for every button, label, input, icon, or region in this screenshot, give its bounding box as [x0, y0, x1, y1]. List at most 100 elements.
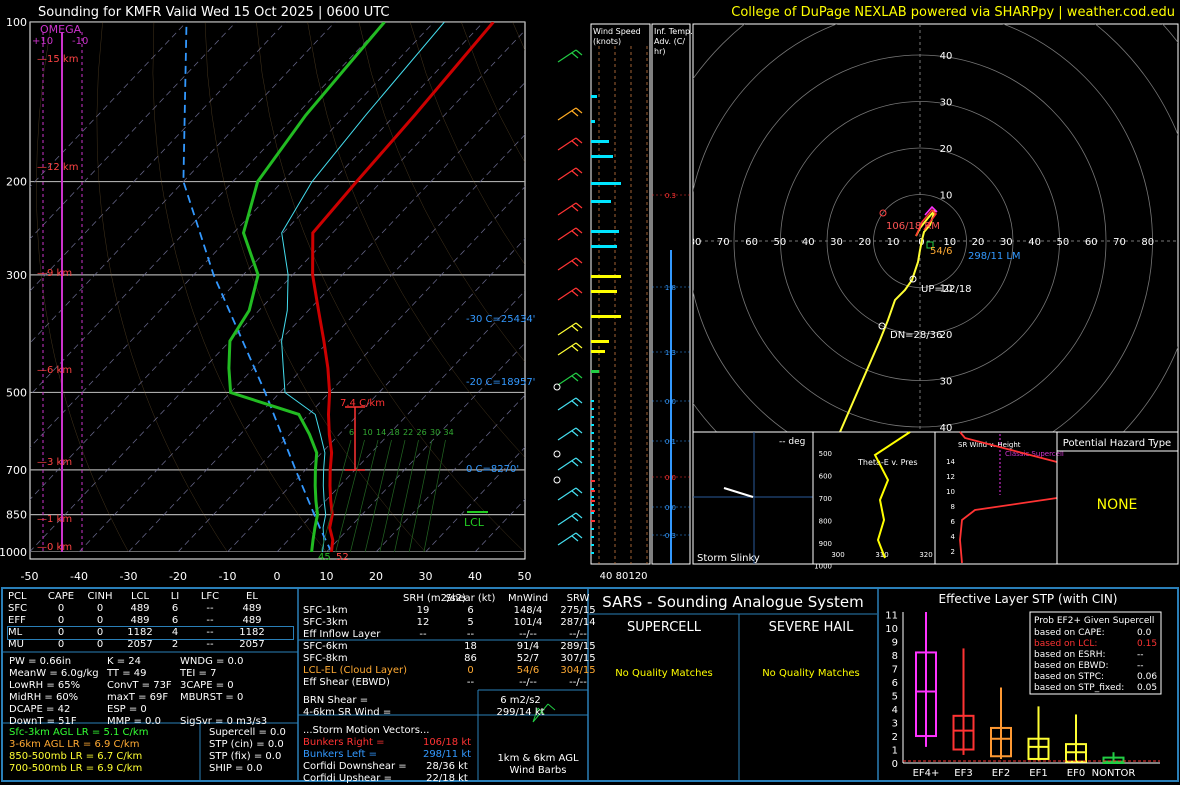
stp-legend-row: based on LCL:: [1034, 639, 1097, 649]
table-cell: EFF: [8, 615, 42, 627]
stp-legend-value: 0.05: [1137, 683, 1157, 693]
hodo-axis-label: 60: [1085, 237, 1098, 248]
stp-tick: 3: [892, 719, 898, 730]
wind-barb: [558, 203, 582, 215]
chart-title: Sounding for KMFR Valid Wed 15 Oct 2025 …: [38, 5, 390, 20]
stp-legend-row: based on ESRH:: [1034, 650, 1106, 660]
table-cell: --: [190, 639, 230, 651]
stp-legend-row: based on STP_fixed:: [1034, 683, 1124, 693]
theta-tick: 300: [831, 551, 844, 559]
table-cell: SFC-6km: [303, 641, 403, 653]
sars-hail-msg: No Quality Matches: [762, 668, 860, 679]
wind-barb: [558, 258, 582, 270]
table-cell: ML: [8, 627, 42, 639]
index-line: STP (cin) = 0.0: [209, 739, 286, 751]
temp-adv-panel: Inf. Temp. Adv. (C/ hr) 0.31.81.30.00.10…: [652, 24, 693, 564]
hodo-axis-label: 60: [745, 237, 758, 248]
wind-speed-tick: 40: [600, 571, 613, 582]
table-cell: [558, 707, 598, 719]
table-cell: Shear (kt): [443, 593, 498, 605]
sfc-dewpoint: 45: [318, 552, 331, 563]
index-line: MidRH = 60%: [9, 692, 99, 704]
table-cell: [558, 695, 598, 707]
hodo-axis-label: 80: [1141, 237, 1154, 248]
index-line: 850-500mb LR = 6.7 C/km: [9, 751, 148, 763]
temp-adv-title: Inf. Temp.: [654, 27, 693, 36]
wind-speed-bar: [591, 275, 621, 278]
table-cell: 489: [230, 603, 274, 615]
temp-tick: 0: [274, 570, 281, 583]
height-label: —9 km: [37, 268, 72, 279]
wind-speed-bar: [591, 95, 597, 98]
theta-tick: 800: [819, 518, 832, 526]
table-cell: BRN Shear =: [303, 695, 433, 707]
table-cell: LCL-EL (Cloud Layer): [303, 665, 403, 677]
hodo-ring-label: 10: [940, 191, 953, 202]
svg-text:(knots): (knots): [593, 37, 621, 46]
table-cell: 0: [80, 603, 120, 615]
table-cell: 489: [120, 603, 160, 615]
wind-speed-bar: [591, 340, 609, 343]
index-line: Sfc-3km AGL LR = 5.1 C/km: [9, 727, 148, 739]
table-cell: --: [443, 629, 498, 641]
table-cell: 106/18 kt: [421, 737, 473, 749]
mixing-ratio-label: 10: [363, 428, 373, 437]
stp-legend-value: --: [1137, 650, 1144, 660]
table-cell: 12: [403, 617, 443, 629]
table-cell: Bunkers Left =: [303, 749, 421, 761]
table-cell: 489: [230, 615, 274, 627]
omega-tick: +10: [32, 36, 53, 47]
wind-barb: [558, 323, 582, 335]
wind-barb: [558, 398, 582, 410]
stp-category: EF3: [954, 768, 972, 779]
theta-e-line: [875, 432, 910, 558]
table-cell: 489: [120, 615, 160, 627]
hodo-axis-label: 30: [1000, 237, 1013, 248]
stp-legend-value: 0.0: [1137, 628, 1152, 638]
table-cell: 4: [160, 627, 190, 639]
stp-tick: 7: [892, 665, 898, 676]
hodo-ring-label: 20: [940, 144, 953, 155]
index-line: K = 24: [107, 656, 172, 668]
height-label: —1 km: [37, 514, 72, 525]
table-cell: 0: [42, 639, 80, 651]
wind-speed-title: Wind Speed: [593, 27, 641, 36]
kin-row: Eff Inflow Layer------/----/--: [303, 629, 598, 641]
stp-category: EF2: [992, 768, 1010, 779]
mixing-ratio-label: 34: [444, 428, 454, 437]
kin-vector: Bunkers Right =106/18 kt: [303, 737, 598, 749]
wind-barb: [558, 288, 582, 300]
srwind-tick: 4: [951, 533, 956, 541]
wind-barb: [558, 228, 582, 240]
index-line: ConvT = 73F: [107, 680, 172, 692]
table-cell: Corfidi Downshear =: [303, 761, 421, 773]
hazard-value: NONE: [1097, 497, 1138, 513]
table-cell: --: [443, 677, 498, 689]
slinky-label: Storm Slinky: [697, 553, 760, 564]
wind-barb: [558, 108, 582, 120]
table-cell: --/--: [558, 629, 598, 641]
pressure-tick: 850: [6, 509, 27, 522]
hodo-ring-label: 30: [940, 98, 953, 109]
hodograph: 8070605040302010010203040506070806050403…: [548, 0, 1180, 613]
table-cell: [443, 707, 483, 719]
hodo-mean-label: 54/6: [930, 246, 952, 257]
dewpoint-line: [229, 22, 385, 552]
table-cell: --: [190, 627, 230, 639]
table-cell: 0: [80, 639, 120, 651]
table-cell: [403, 665, 443, 677]
wind-speed-bar: [591, 245, 617, 248]
theta-tick: 700: [819, 495, 832, 503]
stp-legend-row: based on CAPE:: [1034, 628, 1105, 638]
hodo-ring-label: 40: [940, 51, 953, 62]
table-cell: Eff Shear (EBWD): [303, 677, 403, 689]
table-cell: [433, 707, 443, 719]
index-line: LowRH = 65%: [9, 680, 99, 692]
wind-barbs-column: [554, 50, 582, 545]
lapse-label: 7.4 C/km: [340, 398, 385, 409]
